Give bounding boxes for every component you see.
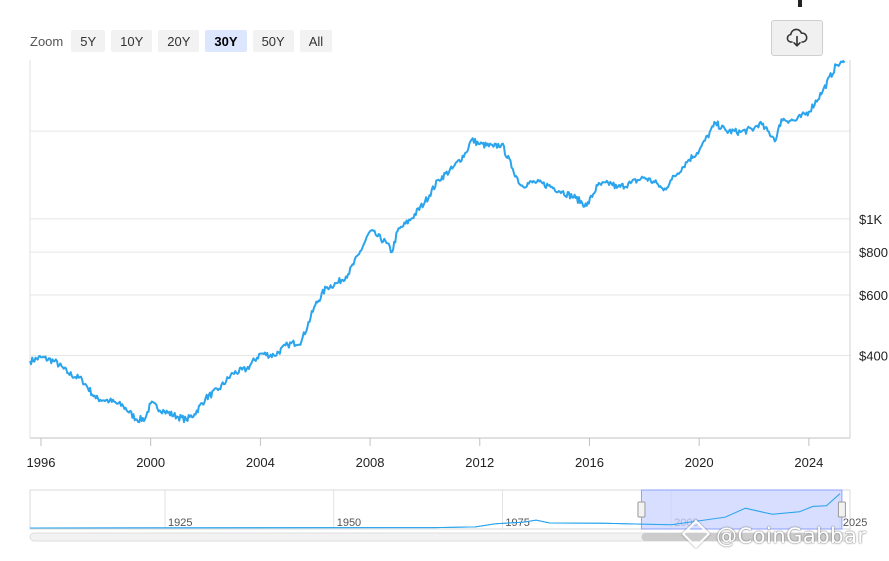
zoom-button-30y[interactable]: 30Y bbox=[205, 30, 247, 52]
x-tick-label: 2016 bbox=[575, 455, 604, 470]
watermark-text: @CoinGabbar bbox=[716, 524, 867, 548]
watermark: @CoinGabbar bbox=[681, 519, 867, 549]
x-tick-label: 2000 bbox=[136, 455, 165, 470]
x-tick-label: 1996 bbox=[27, 455, 56, 470]
x-tick-label: 2024 bbox=[794, 455, 823, 470]
navigator-tick-label: 1975 bbox=[505, 517, 529, 529]
cloud-download-icon bbox=[786, 28, 808, 47]
y-tick-label: $400 bbox=[859, 348, 888, 363]
navigator-handle-left[interactable] bbox=[637, 501, 646, 518]
navigator-tick-label: 2025 bbox=[843, 517, 867, 529]
x-tick-label: 2012 bbox=[465, 455, 494, 470]
navigator-handle-right[interactable] bbox=[837, 501, 846, 518]
x-tick-label: 2004 bbox=[246, 455, 275, 470]
y-tick-label: $600 bbox=[859, 288, 888, 303]
zoom-button-all[interactable]: All bbox=[299, 30, 333, 52]
x-tick-label: 2020 bbox=[685, 455, 714, 470]
y-gridlines bbox=[30, 130, 850, 356]
coingabbar-logo-icon bbox=[681, 519, 711, 549]
price-series-line bbox=[29, 60, 846, 424]
navigator-tick-label: 1925 bbox=[168, 517, 192, 529]
y-tick-label: $1K bbox=[859, 212, 882, 227]
navigator-series-line-overlay bbox=[29, 493, 841, 529]
x-tick-label: 2008 bbox=[356, 455, 385, 470]
x-axis-ticks: 1996 2000 2004 2008 2012 2016 2020 2024 bbox=[27, 438, 823, 470]
y-tick-label: $800 bbox=[859, 245, 888, 260]
zoom-button-50y[interactable]: 50Y bbox=[252, 30, 294, 52]
navigator-tick-label: 1950 bbox=[337, 517, 361, 529]
zoom-label: Zoom bbox=[30, 33, 64, 49]
navigator[interactable]: 19251950197520002025 bbox=[29, 489, 867, 542]
zoom-button-5y[interactable]: 5Y bbox=[71, 30, 106, 52]
zoom-button-10y[interactable]: 10Y bbox=[111, 30, 153, 52]
top-edge-mark bbox=[798, 0, 802, 7]
y-axis-labels: $400 $600 $800 $1K bbox=[859, 212, 888, 364]
zoom-button-20y[interactable]: 20Y bbox=[158, 30, 200, 52]
export-menu-button[interactable] bbox=[771, 20, 823, 56]
zoom-bar: Zoom 5Y 10Y 20Y 30Y 50Y All bbox=[30, 30, 333, 52]
navigator-scrollbar-thumb[interactable] bbox=[641, 533, 842, 541]
